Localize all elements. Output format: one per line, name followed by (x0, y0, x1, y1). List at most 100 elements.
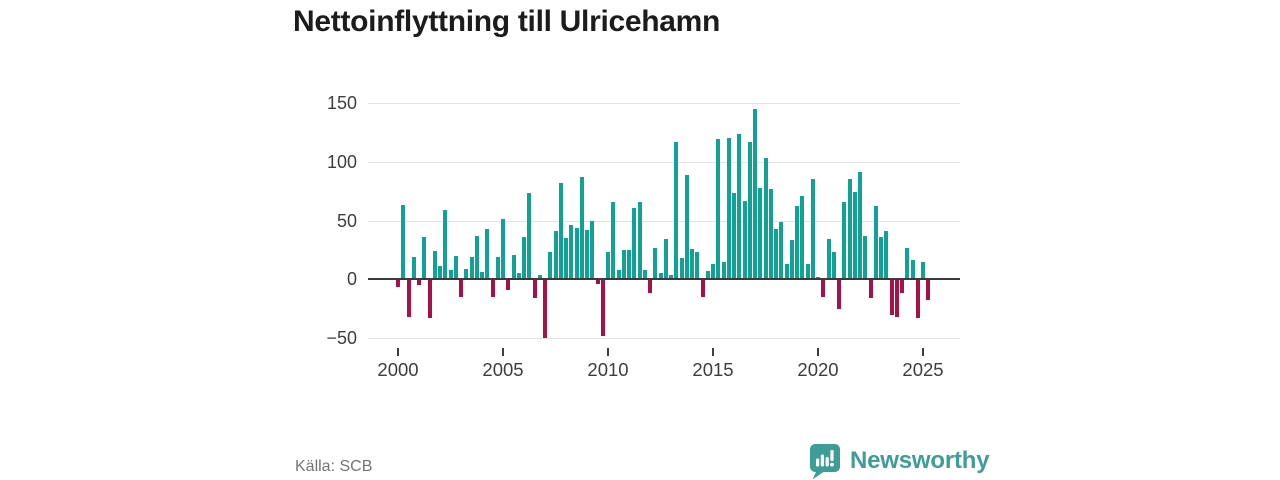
bar-2004-Q2 (485, 228, 490, 280)
bar-2019-Q4 (810, 179, 815, 280)
plot-area (368, 103, 960, 338)
bar-2006-Q1 (522, 236, 526, 280)
bar-2011-Q2 (632, 207, 637, 280)
bar-2002-Q2 (443, 209, 448, 280)
bar-2021-Q3 (847, 179, 852, 280)
bar-2006-Q2 (527, 193, 532, 280)
x-axis-tick-2010 (607, 348, 609, 356)
bar-2000-Q1 (396, 279, 400, 288)
bar-2000-Q3 (406, 279, 411, 317)
bar-2022-Q3 (868, 279, 873, 299)
bar-2016-Q2 (737, 133, 742, 280)
bar-2024-Q4 (915, 279, 920, 319)
bar-2023-Q4 (894, 279, 899, 317)
bar-2023-Q1 (879, 236, 883, 280)
bar-2004-Q1 (480, 272, 484, 280)
bar-2020-Q3 (826, 239, 831, 280)
bar-2020-Q2 (821, 279, 826, 297)
bar-2015-Q4 (726, 138, 731, 280)
bar-2021-Q4 (852, 192, 857, 280)
y-axis-label-150: 150 (326, 93, 357, 113)
x-axis-label-2005: 2005 (482, 359, 524, 380)
y-axis-label--50: −50 (326, 328, 357, 348)
bar-2000-Q2 (401, 205, 406, 280)
bar-2004-Q3 (490, 279, 495, 297)
bar-2005-Q3 (511, 254, 516, 280)
bar-2002-Q3 (448, 269, 453, 280)
x-axis-label-2020: 2020 (797, 359, 839, 380)
bar-2008-Q2 (569, 225, 574, 280)
bar-2007-Q1 (543, 279, 547, 338)
gridline-y-150 (368, 103, 960, 104)
bar-2012-Q4 (663, 239, 668, 280)
bar-2008-Q3 (574, 227, 579, 280)
chart-title: Nettoinflyttning till Ulricehamn (293, 5, 721, 38)
bar-2010-Q4 (621, 249, 626, 280)
y-axis-label-0: 0 (346, 269, 357, 290)
newsworthy-logo[interactable]: Newsworthy (808, 442, 990, 480)
bar-2022-Q4 (873, 206, 878, 280)
bar-2013-Q2 (674, 141, 679, 280)
bar-2023-Q2 (884, 231, 889, 280)
bar-2002-Q1 (438, 266, 442, 280)
bar-2001-Q2 (422, 236, 427, 280)
bar-2003-Q4 (474, 235, 479, 280)
bar-2001-Q1 (417, 279, 421, 286)
bar-2012-Q1 (648, 279, 652, 294)
bar-2018-Q4 (789, 240, 794, 280)
bar-2023-Q3 (889, 279, 894, 315)
bar-2019-Q3 (805, 263, 810, 280)
bar-2007-Q3 (553, 231, 558, 280)
bar-2024-Q3 (910, 260, 915, 280)
bar-2018-Q1 (774, 228, 778, 280)
bar-2008-Q4 (579, 177, 584, 280)
bar-2022-Q2 (863, 235, 868, 280)
bar-2011-Q4 (642, 269, 647, 280)
bar-2020-Q1 (816, 276, 820, 280)
x-axis-tick-2005 (502, 348, 504, 356)
x-axis-tick-2015 (712, 348, 714, 356)
bar-2015-Q3 (721, 261, 726, 280)
bar-2013-Q3 (679, 258, 684, 280)
bar-2009-Q1 (585, 229, 589, 280)
bar-2006-Q3 (532, 279, 537, 299)
bar-2009-Q3 (595, 279, 600, 284)
bar-2001-Q3 (427, 279, 432, 319)
bar-2024-Q2 (905, 247, 910, 280)
gridline-y--50 (368, 338, 960, 339)
bar-2005-Q4 (516, 273, 521, 280)
bar-2013-Q1 (669, 274, 673, 280)
bar-2016-Q1 (732, 193, 736, 280)
bar-2015-Q2 (716, 139, 721, 280)
bar-2012-Q2 (653, 247, 658, 280)
bar-2002-Q4 (453, 255, 458, 280)
bar-2009-Q4 (600, 279, 605, 336)
bar-2009-Q2 (590, 220, 595, 280)
bar-2012-Q3 (658, 273, 663, 280)
gridline-y-100 (368, 161, 960, 163)
bar-2004-Q4 (495, 256, 500, 280)
x-axis-tick-2025 (922, 348, 924, 356)
bar-2015-Q1 (711, 263, 715, 280)
bar-2018-Q2 (779, 221, 784, 280)
bar-2003-Q3 (469, 256, 474, 280)
bar-2022-Q1 (858, 172, 862, 280)
y-axis-label-50: 50 (336, 210, 357, 231)
x-axis-tick-2000 (397, 348, 399, 356)
bar-2017-Q1 (753, 108, 757, 280)
x-axis-label-2000: 2000 (377, 359, 419, 380)
newsworthy-wordmark: Newsworthy (850, 447, 990, 474)
bar-2010-Q3 (616, 269, 621, 280)
bar-2019-Q1 (795, 206, 799, 280)
bar-2025-Q1 (921, 261, 925, 280)
bar-2017-Q2 (758, 187, 763, 280)
bar-2006-Q4 (537, 274, 542, 280)
bar-2003-Q2 (464, 268, 469, 280)
bar-2017-Q3 (763, 158, 768, 280)
bar-2014-Q1 (690, 248, 694, 280)
bar-2007-Q2 (548, 252, 553, 280)
y-axis-label-100: 100 (326, 151, 357, 172)
bar-2011-Q3 (637, 201, 642, 280)
bar-2001-Q4 (432, 251, 437, 280)
bar-2016-Q4 (747, 141, 752, 280)
